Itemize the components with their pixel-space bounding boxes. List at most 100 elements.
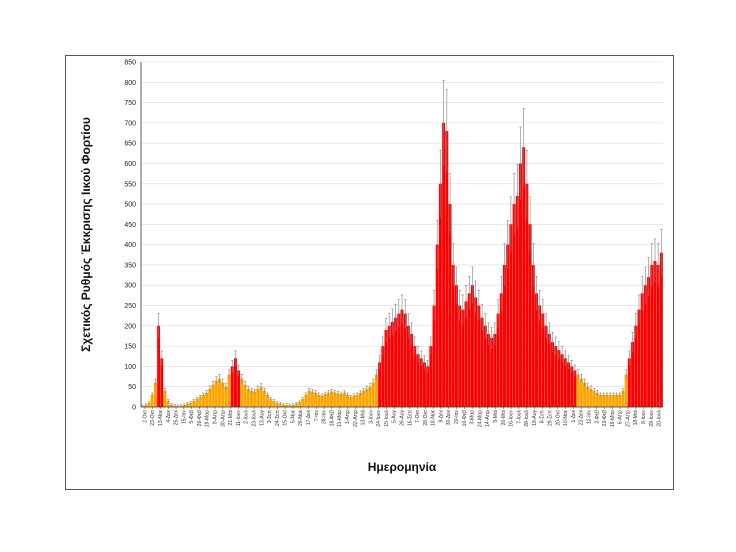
bar xyxy=(374,374,378,407)
bar xyxy=(458,305,462,407)
bar xyxy=(551,342,554,407)
bar xyxy=(483,325,487,407)
bar xyxy=(525,183,529,407)
bar xyxy=(397,313,401,407)
x-tick-label: 24-Μαρ xyxy=(477,410,483,427)
x-tick-label: 1-Απρ xyxy=(345,410,351,424)
bar xyxy=(547,333,551,407)
y-tick-label: 700 xyxy=(124,120,136,127)
bar xyxy=(522,147,526,407)
y-tick-label: 500 xyxy=(124,202,136,209)
x-tick-label: 4-Δεκ xyxy=(166,410,172,423)
bar xyxy=(637,309,641,407)
x-tick-label: 11-Ιουν xyxy=(236,410,242,427)
bar xyxy=(390,321,394,407)
bar xyxy=(496,313,500,407)
bar xyxy=(448,204,452,407)
bar xyxy=(634,325,638,407)
x-tick-label: 5-Φεβ xyxy=(189,410,195,424)
bar xyxy=(419,358,423,407)
bar xyxy=(656,264,660,407)
bar xyxy=(221,382,225,407)
bar xyxy=(438,183,442,407)
bar xyxy=(275,402,279,407)
x-tick-label: 13-Νοε xyxy=(158,409,164,426)
bar xyxy=(269,398,273,407)
bar xyxy=(266,394,269,407)
bar xyxy=(442,122,446,407)
x-tick-label: 23-Φεβ xyxy=(602,410,608,426)
x-tick-label: 11-Μαρ xyxy=(337,410,343,427)
y-tick-label: 150 xyxy=(124,344,136,351)
chart-frame: 0 50 100 150 200 250 300 350 400 450 500 550 600 650 7… xyxy=(65,55,674,490)
x-tick-label: 3-Ιουν xyxy=(368,410,374,424)
x-tick-label: 2-Φεβ xyxy=(594,410,600,424)
x-tick-label: 15-Ιαν xyxy=(181,410,187,425)
x-tick-label: 9-Δεκ xyxy=(438,410,444,423)
bar xyxy=(467,293,471,407)
bar xyxy=(531,264,535,407)
bar xyxy=(336,393,340,407)
bar xyxy=(445,131,449,407)
bar xyxy=(403,313,407,407)
bar xyxy=(557,350,561,407)
bar xyxy=(506,244,510,407)
bar xyxy=(163,390,167,407)
x-tick-label: 2-Ιουλ xyxy=(244,410,250,424)
bar xyxy=(519,163,522,407)
y-tick-label: 200 xyxy=(124,323,136,330)
bar xyxy=(243,384,247,407)
bar xyxy=(563,358,567,407)
bar xyxy=(304,394,308,407)
bar xyxy=(256,388,260,407)
x-tick-label: 28-Οκτ xyxy=(423,410,429,426)
gridlines xyxy=(141,61,663,408)
bar xyxy=(349,396,353,407)
x-tick-label: 12-Ιαν xyxy=(586,410,592,425)
x-tick-label: 29-Ιουν xyxy=(649,410,655,427)
bar xyxy=(330,391,334,407)
bar xyxy=(189,402,193,407)
x-axis-title: Ημερομηνία xyxy=(368,460,437,474)
bar xyxy=(157,325,161,407)
x-tick-label: 22-Απρ xyxy=(353,410,359,427)
x-tick-label: 18-Φεβ xyxy=(329,410,335,426)
bar xyxy=(371,382,375,407)
x-tick-label: 24-Σεπ xyxy=(275,409,281,426)
bar xyxy=(272,400,276,407)
y-tick-label: 250 xyxy=(124,303,136,310)
bar xyxy=(570,366,574,407)
bar xyxy=(573,370,577,407)
bar xyxy=(599,394,603,407)
bar xyxy=(214,380,218,407)
bar xyxy=(490,338,494,407)
bar xyxy=(342,392,346,407)
x-tick-label: 13-Αυγ xyxy=(259,410,265,426)
bar xyxy=(259,386,263,407)
bar xyxy=(147,402,151,407)
bar xyxy=(384,329,388,407)
bar xyxy=(224,386,228,407)
bar xyxy=(503,264,506,407)
bar xyxy=(227,374,231,407)
bar xyxy=(413,346,417,407)
x-tick-label: 18-Αυγ xyxy=(532,410,538,426)
bar xyxy=(192,400,196,407)
bar xyxy=(237,370,241,407)
bar xyxy=(410,333,414,407)
bar xyxy=(426,366,430,407)
x-tick-label: 22-Δεκ xyxy=(579,410,585,426)
x-tick-label: 5-Αυγ xyxy=(392,410,398,424)
y-tick-label: 550 xyxy=(124,181,136,188)
bar xyxy=(346,394,350,407)
bar xyxy=(166,400,170,407)
bar xyxy=(278,403,282,407)
bar xyxy=(493,333,497,407)
y-tick-label: 750 xyxy=(124,100,136,107)
bar xyxy=(250,390,253,407)
bar xyxy=(586,386,590,407)
x-tick-label: 26-Μαϊ xyxy=(501,409,507,425)
x-tick-label: 15-Ιουλ xyxy=(384,410,390,427)
bar xyxy=(640,293,644,407)
bar xyxy=(605,394,609,407)
